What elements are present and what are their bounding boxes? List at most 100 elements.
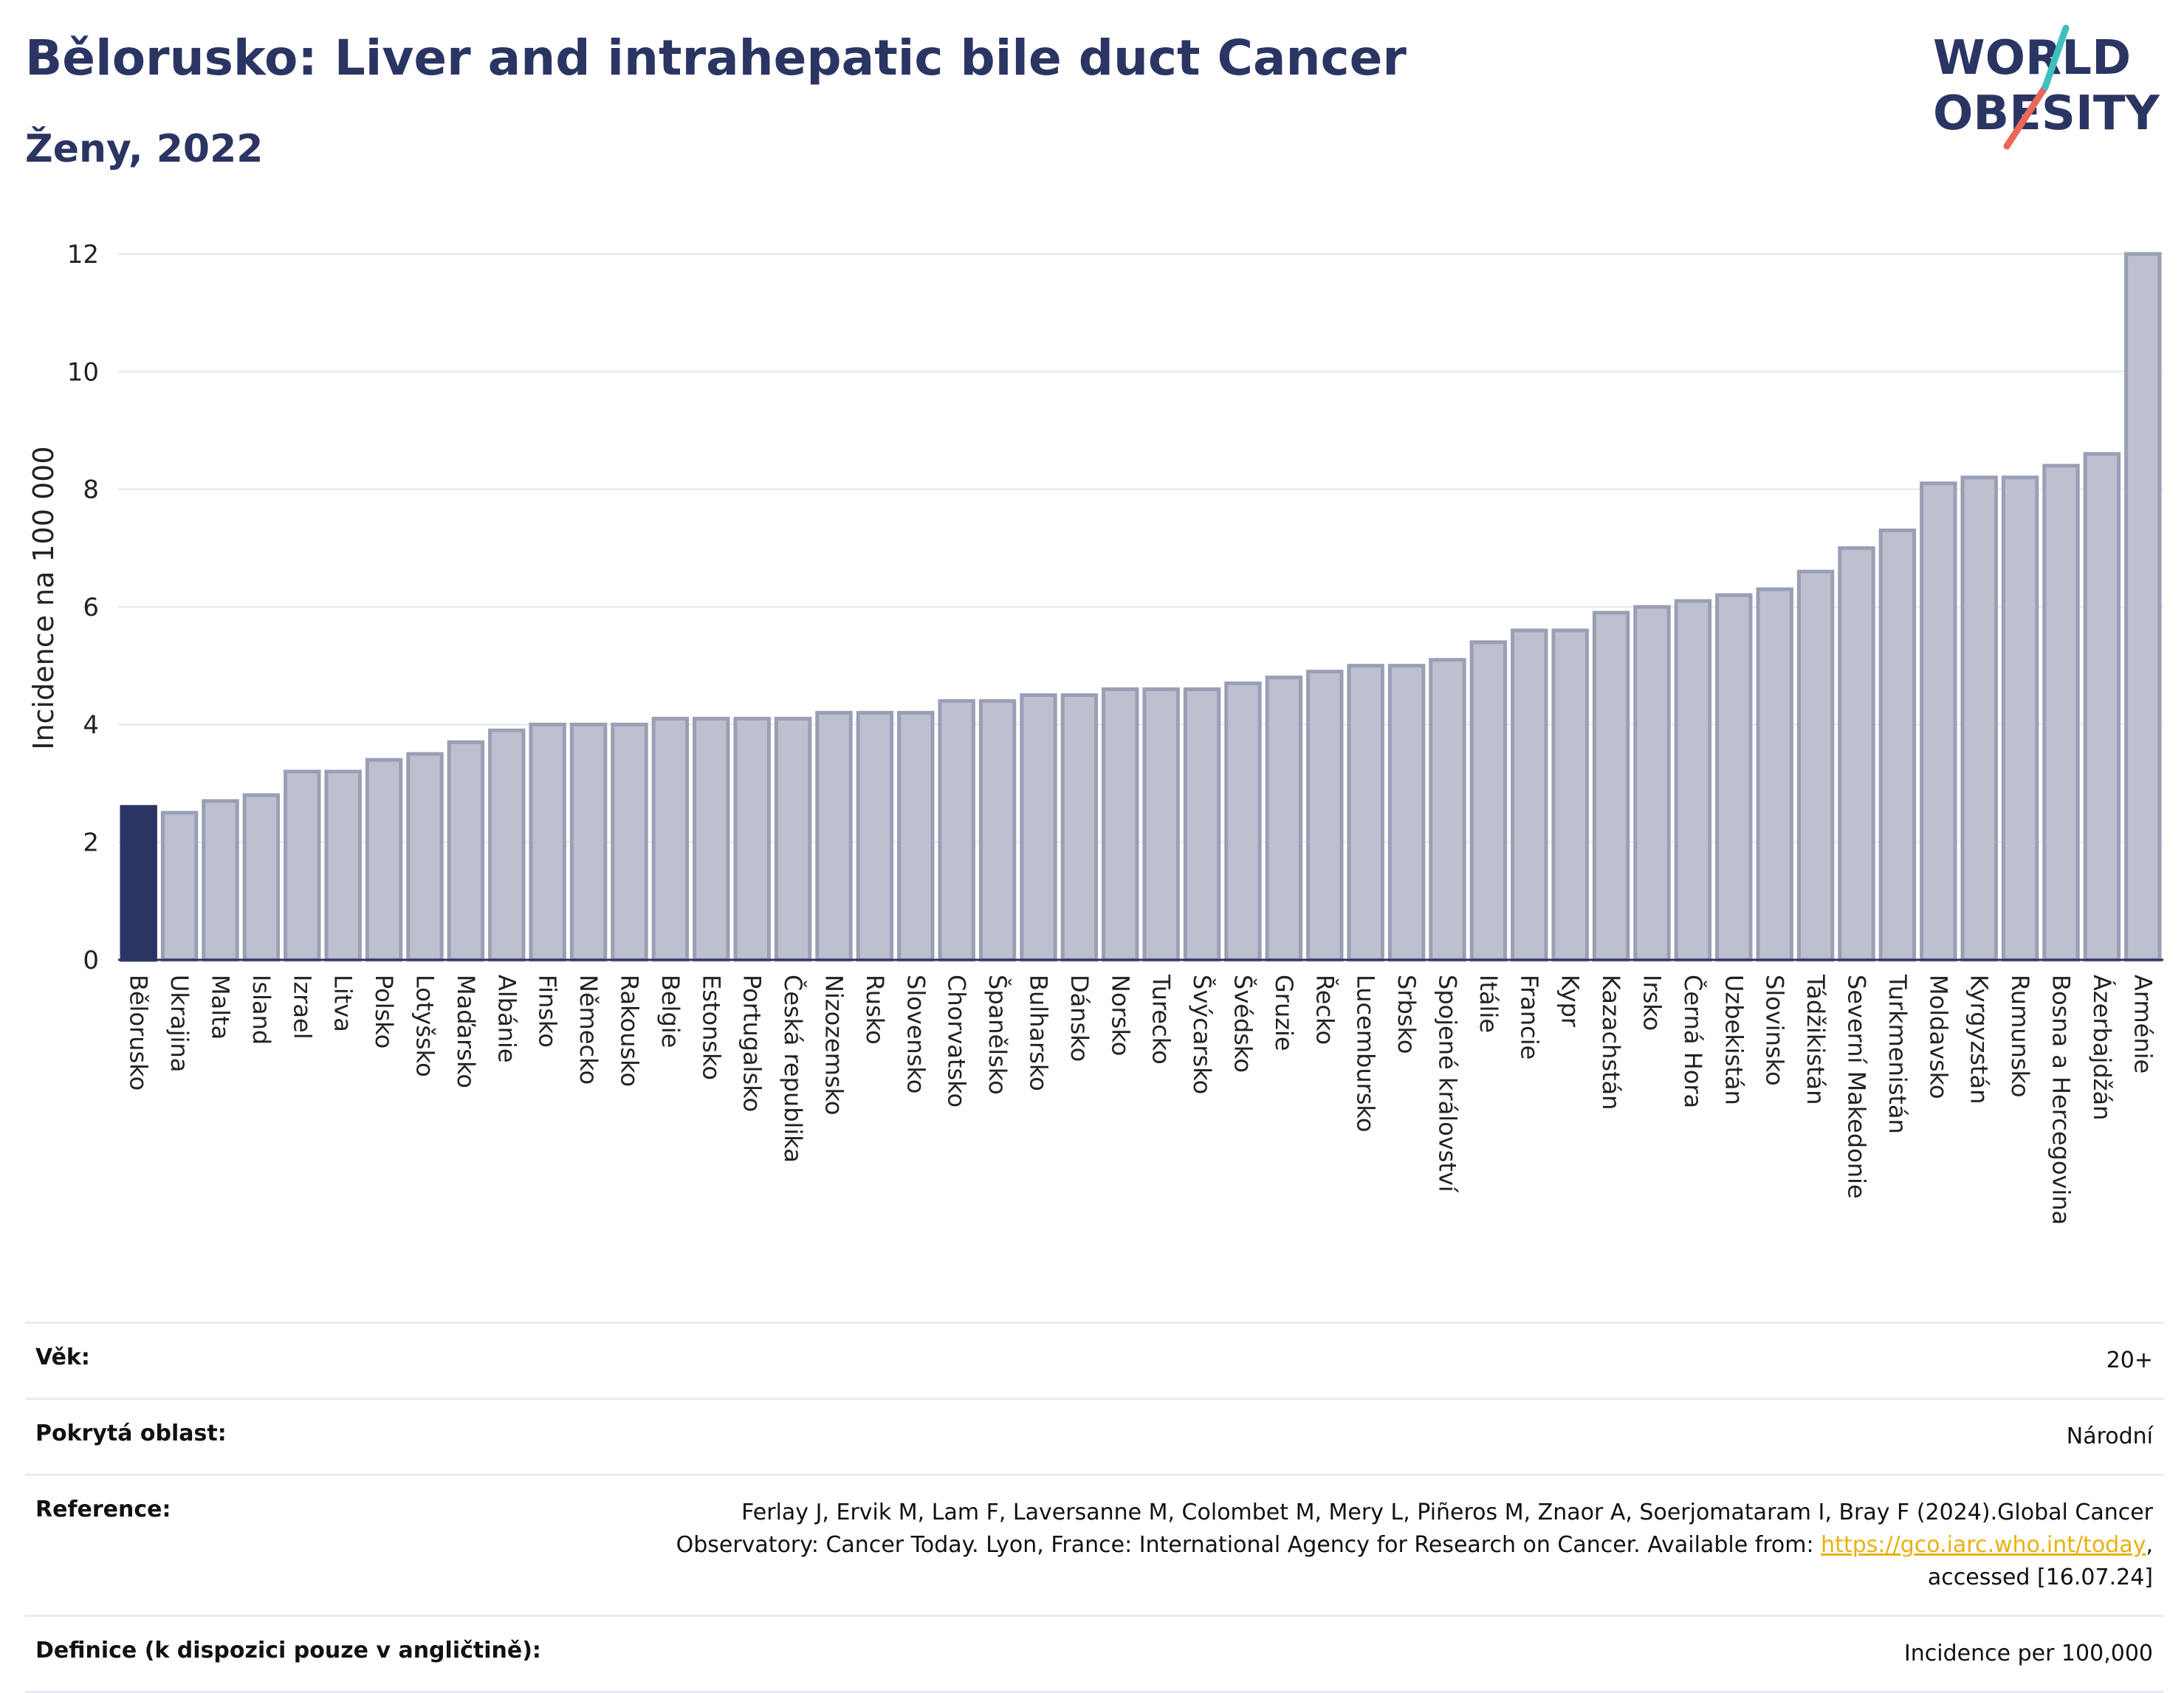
- x-tick-label: Bulharsko: [1025, 975, 1053, 1091]
- page-title: Bělorusko: Liver and intrahepatic bile d…: [25, 30, 1407, 86]
- x-axis-labels: Bělorusko Ukrajina Malta Island Izrael Litva P…: [125, 974, 2157, 1225]
- bar-16: [774, 716, 812, 962]
- bar-48: [2083, 452, 2121, 962]
- bar-14: [693, 716, 730, 962]
- x-tick-label: Norsko: [1106, 975, 1134, 1056]
- x-tick-label: Belgie: [656, 975, 684, 1048]
- bar-44: [1920, 481, 1957, 962]
- x-tick-label: Chorvatsko: [943, 975, 971, 1108]
- area-label: Pokrytá oblast:: [35, 1421, 227, 1446]
- bar-37: [1633, 605, 1671, 962]
- x-tick-label: Izrael: [288, 975, 316, 1040]
- bar-46: [2001, 475, 2039, 962]
- logo-line2: OBESITY: [1933, 86, 2160, 141]
- x-tick-label: Rusko: [861, 975, 889, 1045]
- age-label: Věk:: [35, 1345, 90, 1370]
- x-tick-label: Island: [247, 975, 275, 1045]
- x-tick-label: Slovensko: [902, 975, 930, 1093]
- bar-20: [938, 698, 975, 962]
- x-tick-label: Bělorusko: [125, 975, 153, 1091]
- bar-3: [242, 793, 281, 962]
- bar-8: [447, 740, 485, 962]
- x-tick-label: Srbsko: [1393, 975, 1421, 1054]
- x-tick-label: Moldavsko: [1924, 975, 1952, 1099]
- bar-35: [1551, 628, 1589, 962]
- x-tick-label: Spojené království: [1434, 975, 1462, 1193]
- y-tick-label: 12: [67, 240, 99, 269]
- bar-6: [365, 758, 403, 962]
- x-tick-label: Kazachstán: [1597, 975, 1625, 1110]
- info-table: Věk: 20+ Pokrytá oblast: Národní Referen…: [25, 1322, 2163, 1693]
- x-tick-label: Rumunsko: [2006, 975, 2034, 1097]
- reference-value: Ferlay J, Ervik M, Lam F, Laversanne M, …: [602, 1497, 2153, 1594]
- bar-41: [1796, 569, 1835, 962]
- x-tick-label: Dánsko: [1065, 975, 1093, 1062]
- bar-0: [120, 805, 157, 962]
- bar-24: [1102, 687, 1139, 962]
- x-tick-label: Estonsko: [697, 975, 725, 1080]
- bar-39: [1715, 593, 1753, 962]
- bar-34: [1511, 628, 1548, 962]
- y-tick-label: 10: [67, 357, 99, 387]
- info-row-reference: Reference: Ferlay J, Ervik M, Lam F, Lav…: [25, 1474, 2163, 1615]
- x-tick-label: Malta: [207, 975, 235, 1040]
- bar-40: [1756, 587, 1793, 962]
- bar-36: [1592, 611, 1630, 962]
- x-tick-label: Lucembursko: [1352, 975, 1380, 1132]
- bar-22: [1020, 693, 1057, 962]
- x-tick-label: Portugalsko: [738, 975, 766, 1112]
- x-tick-label: Maďarsko: [452, 975, 480, 1088]
- page-subtitle: Ženy, 2022: [25, 127, 264, 171]
- x-tick-label: Kyrgyzstán: [1965, 975, 1994, 1104]
- x-tick-label: Uzbekistán: [1720, 975, 1748, 1105]
- bar-38: [1674, 599, 1712, 962]
- bar-5: [324, 769, 362, 962]
- age-value: 20+: [2106, 1347, 2153, 1373]
- x-tick-label: Slovinsko: [1761, 975, 1789, 1086]
- reference-suffix: , accessed [16.07.24]: [1927, 1532, 2153, 1590]
- x-tick-label: Česká republika: [779, 975, 808, 1163]
- bar-28: [1265, 676, 1303, 962]
- reference-text: Ferlay J, Ervik M, Lam F, Laversanne M, …: [676, 1500, 2153, 1558]
- bar-4: [284, 769, 321, 962]
- info-row-age: Věk: 20+: [25, 1322, 2163, 1398]
- bar-47: [2042, 464, 2080, 962]
- bar-27: [1224, 681, 1262, 962]
- logo-slash-teal: [2042, 24, 2070, 91]
- bar-30: [1347, 664, 1384, 962]
- x-tick-label: Itálie: [1474, 975, 1503, 1033]
- reference-link[interactable]: https://gco.iarc.who.int/today: [1821, 1532, 2146, 1558]
- bar-17: [815, 710, 853, 962]
- bar-29: [1306, 670, 1344, 962]
- x-tick-label: Tádžikistán: [1802, 974, 1830, 1105]
- info-row-definition: Definice (k dispozici pouze v angličtině…: [25, 1615, 2163, 1693]
- x-tick-label: Rakousko: [616, 975, 644, 1087]
- bar-chart: 0 2 4 6 8 10 12 Bělorusko Ukrajina Malta Island Iz…: [27, 240, 2163, 1225]
- x-tick-label: Švýcarsko: [1188, 975, 1217, 1094]
- y-tick-label: 8: [83, 475, 99, 505]
- definition-label: Definice (k dispozici pouze v angličtině…: [35, 1638, 541, 1663]
- x-tick-label: Kypr: [1556, 975, 1584, 1028]
- y-axis-title: Incidence na 100 000: [27, 446, 60, 749]
- x-tick-label: Francie: [1515, 975, 1543, 1060]
- bar-7: [406, 752, 444, 962]
- bar-25: [1142, 687, 1180, 962]
- bar-10: [529, 722, 566, 962]
- y-tick-label: 6: [83, 593, 99, 622]
- bar-31: [1387, 664, 1426, 962]
- bar-49: [2124, 252, 2162, 962]
- y-axis-ticks: 0 2 4 6 8 10 12: [67, 240, 99, 975]
- x-tick-label: Švédsko: [1229, 975, 1258, 1073]
- x-tick-label: Černá Hora: [1679, 975, 1708, 1108]
- reference-label: Reference:: [35, 1497, 171, 1522]
- bar-45: [1960, 475, 1998, 962]
- x-tick-label: Turkmenistán: [1883, 974, 1912, 1134]
- x-tick-label: Severní Makedonie: [1843, 975, 1871, 1199]
- bar-18: [856, 710, 894, 962]
- bar-42: [1838, 546, 1875, 962]
- bar-33: [1469, 640, 1508, 962]
- x-tick-label: Ázerbajdžán: [2088, 975, 2116, 1120]
- bar-9: [488, 728, 526, 962]
- x-tick-label: Turecko: [1147, 974, 1175, 1065]
- logo-slash-red: [2003, 83, 2049, 150]
